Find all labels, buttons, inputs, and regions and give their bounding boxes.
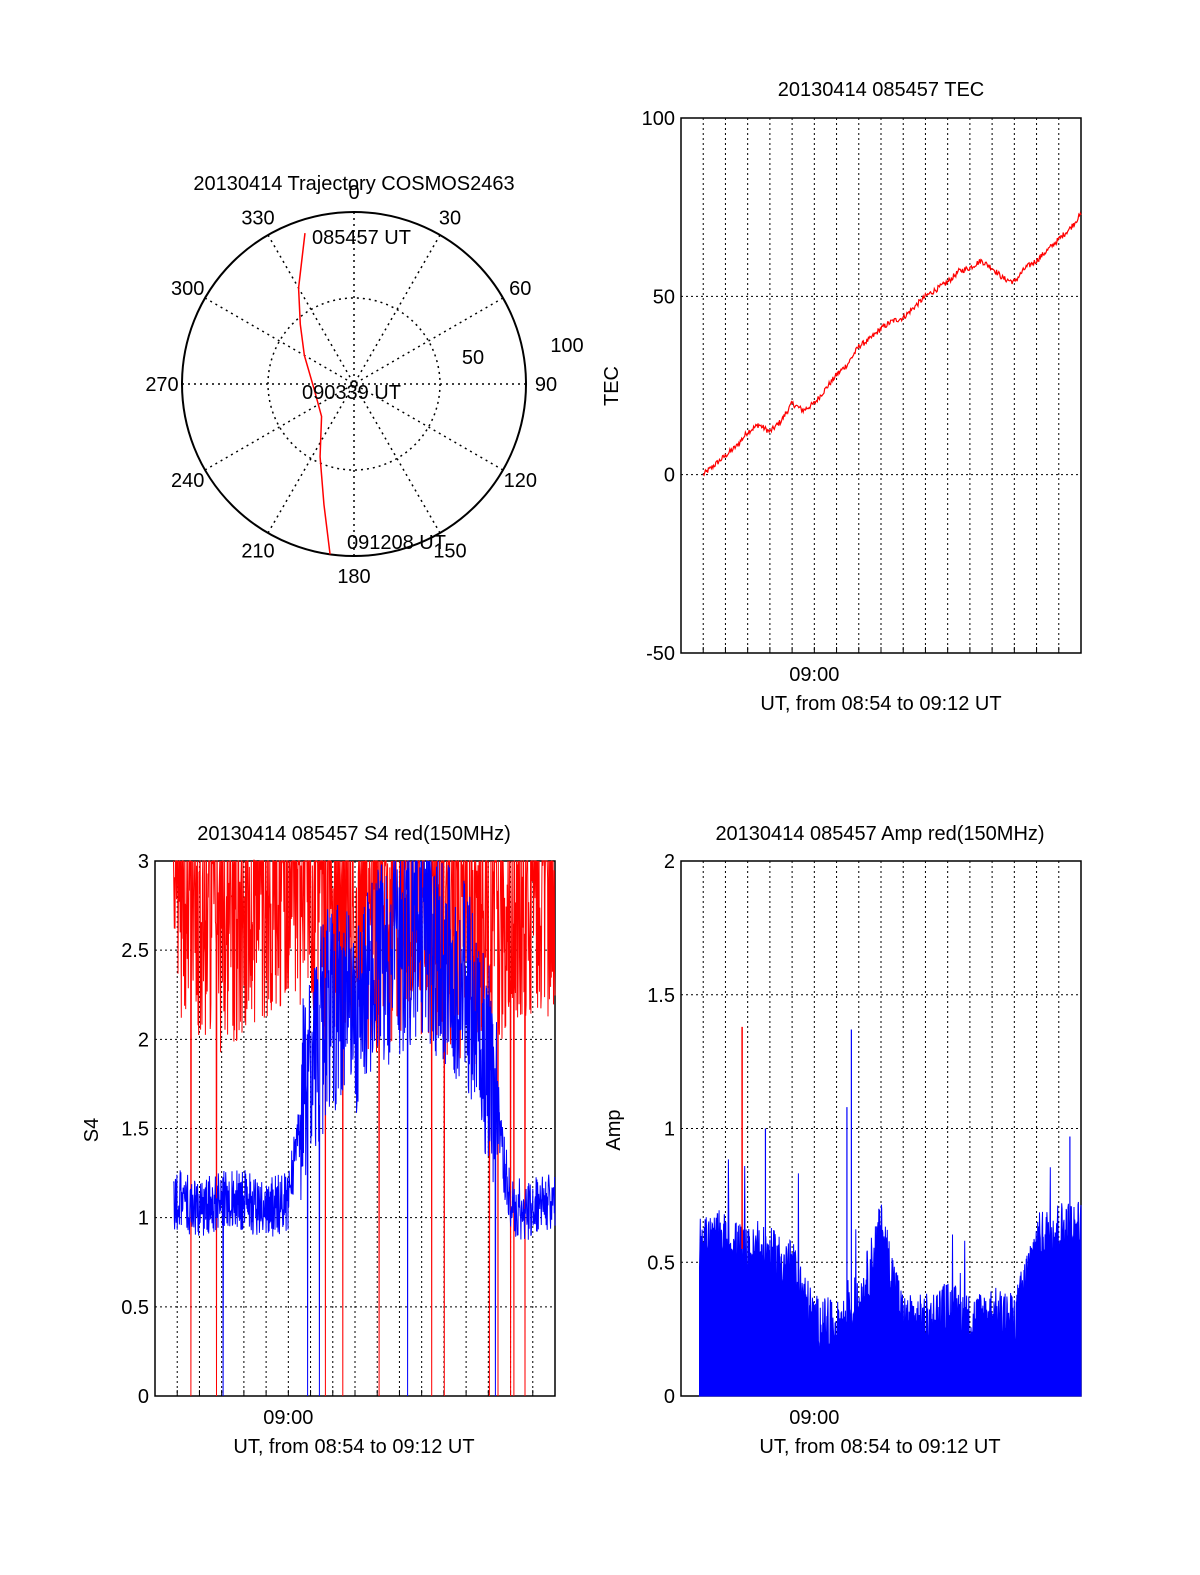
y-tick-label: 0.5 [121,1297,149,1319]
polar-azimuth-label: 300 [171,278,204,300]
amp-ylabel: Amp [603,1109,625,1150]
polar-azimuth-label: 0 [348,182,359,204]
polar-azimuth-label: 330 [241,208,274,230]
polar-azimuth-label: 240 [171,470,204,492]
y-tick-label: 2 [138,1029,149,1051]
polar-trajectory-series [297,233,331,555]
tec-xlabel: UT, from 08:54 to 09:12 UT [760,693,1001,715]
polar-azimuth-labels: 0 30 60 90 120 150 180 210 240 270 300 330 50 100 [145,182,583,588]
s4-ylabel: S4 [81,1118,103,1142]
polar-trajectory-line [297,233,331,555]
y-tick-label: 100 [642,108,675,130]
s4-blue-line [173,860,556,1397]
y-tick-label: 1.5 [647,985,675,1007]
amp-blue-area [699,1159,1082,1397]
y-tick-label: 0 [664,465,675,487]
polar-trajectory-plot: 20130414 Trajectory COSMOS2463 0 30 60 90 12… [145,173,583,588]
polar-azimuth-label: 90 [535,374,557,396]
polar-azimuth-label: 270 [145,374,178,396]
s4-red-line [173,859,556,1397]
s4-title: 20130414 085457 S4 red(150MHz) [197,823,511,845]
amp-xlabel: UT, from 08:54 to 09:12 UT [759,1436,1000,1458]
y-tick-label: 3 [138,851,149,873]
polar-radial-label: 50 [462,347,484,369]
y-tick-label: 1 [664,1119,675,1141]
tec-plot: 20130414 085457 TEC TEC UT, from 08:54 t… [601,79,1082,715]
x-tick-label: 09:00 [789,664,839,686]
polar-azimuth-label: 210 [241,540,274,562]
amp-series [699,1026,1082,1397]
tec-ylabel: TEC [601,366,623,406]
polar-azimuth-label: 180 [337,566,370,588]
y-tick-label: 1 [138,1208,149,1230]
polar-title: 20130414 Trajectory COSMOS2463 [193,173,514,195]
label-start-time: 085457 UT [312,227,411,249]
s4-xlabel: UT, from 08:54 to 09:12 UT [233,1436,474,1458]
polar-azimuth-label: 60 [509,278,531,300]
y-tick-label: 0 [664,1386,675,1408]
label-mid-time: 090339 UT [302,382,401,404]
tec-axes: 100 50 0 -50 09:00 [642,108,1082,686]
polar-grid [181,211,527,557]
y-tick-label: 1.5 [121,1119,149,1141]
polar-radial-label: 100 [550,335,583,357]
y-tick-label: 0 [138,1386,149,1408]
y-tick-label: 2.5 [121,940,149,962]
s4-plot: 20130414 085457 S4 red(150MHz) S4 UT, fr… [81,823,556,1458]
y-tick-label: 0.5 [647,1252,675,1274]
polar-azimuth-label: 30 [439,208,461,230]
tec-title: 20130414 085457 TEC [778,79,984,101]
x-tick-label: 09:00 [263,1407,313,1429]
amp-plot: 20130414 085457 Amp red(150MHz) Amp UT, … [603,823,1082,1458]
polar-azimuth-label: 120 [504,470,537,492]
tec-line [702,211,1082,477]
y-tick-label: 2 [664,851,675,873]
label-end-time: 091208 UT [347,532,446,554]
amp-title: 20130414 085457 Amp red(150MHz) [715,823,1044,845]
tec-series [702,211,1082,477]
y-tick-label: 50 [653,286,675,308]
polar-azimuth-label: 150 [433,540,466,562]
x-tick-label: 09:00 [789,1407,839,1429]
y-tick-label: -50 [646,643,675,665]
s4-series [173,859,556,1397]
